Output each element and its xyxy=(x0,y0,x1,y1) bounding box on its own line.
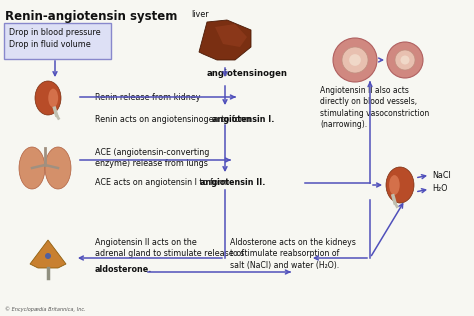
Text: Drop in blood pressure
Drop in fluid volume: Drop in blood pressure Drop in fluid vol… xyxy=(9,28,100,49)
Text: angiotensin I.: angiotensin I. xyxy=(212,115,274,124)
Text: Renin release from kidney: Renin release from kidney xyxy=(95,93,201,101)
Text: Angiotensin II acts on the
adrenal gland to stimulate release of: Angiotensin II acts on the adrenal gland… xyxy=(95,238,244,258)
Ellipse shape xyxy=(389,175,400,195)
Ellipse shape xyxy=(386,167,414,203)
Circle shape xyxy=(387,42,423,78)
Text: Renin acts on angiotensinogen to form: Renin acts on angiotensinogen to form xyxy=(95,115,254,124)
Text: ACE (angiotensin-converting
enzyme) release from lungs: ACE (angiotensin-converting enzyme) rele… xyxy=(95,148,210,168)
Ellipse shape xyxy=(45,147,71,189)
Polygon shape xyxy=(199,20,251,60)
Text: Renin-angiotensin system: Renin-angiotensin system xyxy=(5,10,177,23)
Circle shape xyxy=(333,38,377,82)
Circle shape xyxy=(395,50,415,70)
Ellipse shape xyxy=(19,147,45,189)
FancyBboxPatch shape xyxy=(4,23,111,59)
Polygon shape xyxy=(30,240,66,268)
Text: ACE acts on angiotensin I to form: ACE acts on angiotensin I to form xyxy=(95,178,232,187)
Ellipse shape xyxy=(48,89,58,107)
Text: angiotensin II.: angiotensin II. xyxy=(200,178,265,187)
Polygon shape xyxy=(215,24,247,47)
Ellipse shape xyxy=(35,81,61,115)
Circle shape xyxy=(342,47,368,73)
Text: © Encyclopædia Britannica, Inc.: © Encyclopædia Britannica, Inc. xyxy=(5,307,86,312)
Circle shape xyxy=(45,253,51,259)
Text: liver: liver xyxy=(191,10,209,19)
Text: angiotensinogen: angiotensinogen xyxy=(207,70,288,78)
Text: NaCl
H₂O: NaCl H₂O xyxy=(432,171,451,193)
Text: Angiotensin II also acts
directly on blood vessels,
stimulating vasoconstriction: Angiotensin II also acts directly on blo… xyxy=(320,86,429,129)
Text: Aldosterone acts on the kidneys
to stimulate reabsorption of
salt (NaCl) and wat: Aldosterone acts on the kidneys to stimu… xyxy=(230,238,356,270)
Circle shape xyxy=(349,54,361,66)
Text: aldosterone.: aldosterone. xyxy=(95,265,152,274)
Circle shape xyxy=(401,56,410,64)
